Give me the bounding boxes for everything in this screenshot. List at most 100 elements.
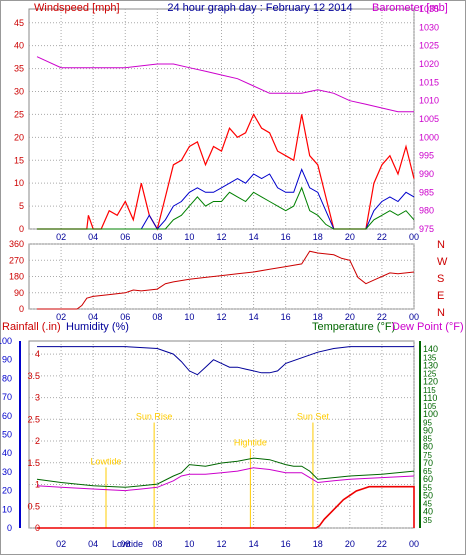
windspeed-tick-label: 45 [14,18,24,28]
rainfall-tick-label: 1.5 [27,458,40,468]
barometer-tick-label: 975 [419,224,434,234]
direction-tick-label: 180 [9,272,24,282]
barometer-tick-label: 1005 [419,114,439,124]
humidity-tick-label: 70 [2,392,12,402]
windspeed-tick-label: 5 [19,201,24,211]
humidity-tick-label: 90 [2,355,12,365]
rain-series-line [37,485,415,529]
humidity-tick-label: 60 [2,411,12,421]
x-tick-label: 08 [152,539,162,549]
series-layer [36,56,415,529]
windspeed-tick-label: 10 [14,178,24,188]
x-tick-label: 02 [56,539,66,549]
x-tick-label: 20 [345,312,355,322]
direction-tick-label: 90 [14,288,24,298]
event-label: Sun Set [297,412,330,422]
temperature-tick-label: 40 [423,507,433,517]
x-tick-label: 10 [184,539,194,549]
x-tick-label: 20 [345,539,355,549]
x-tick-label: 00 [409,232,419,242]
windspeed-tick-label: 25 [14,109,24,119]
humidity-tick-label: 30 [2,467,12,477]
temperature-minor-tick-label: 105 [423,402,437,411]
hum-series-line [37,346,414,376]
x-tick-label: 16 [281,312,291,322]
x-tick-label: 00 [409,312,419,322]
temperature-minor-tick-label: 45 [423,500,432,509]
dew-series-line [36,467,415,492]
temp-series-line [36,457,415,488]
x-tick-label: 18 [313,232,323,242]
x-tick-label: 14 [249,232,259,242]
x-tick-label: 18 [313,539,323,549]
rainfall-tick-label: 4 [35,349,40,359]
compass-label: W [437,256,448,268]
barometer-tick-label: 1030 [419,22,439,32]
barometer-axis-label: Barometer [mb] [372,2,448,14]
green-series-line [37,186,415,230]
direction-tick-label: 0 [19,304,24,314]
humidity-tick-label: 50 [2,430,12,440]
windspeed-tick-label: 30 [14,87,24,97]
event-label: Sun Rise [136,412,173,422]
temperature-tick-label: 60 [423,474,433,484]
temperature-tick-label: 110 [423,393,437,403]
event-label: Lowtide [90,456,121,466]
direction-tick-label: 270 [9,255,24,265]
x-tick-label: 16 [281,539,291,549]
x-tick-label: 10 [184,312,194,322]
temperature-minor-tick-label: 75 [423,451,432,460]
temperature-minor-tick-label: 95 [423,418,432,427]
label-layer: 0510152025303540459759809859909951000100… [0,4,448,549]
x-tick-label: 04 [88,312,98,322]
x-tick-label: 04 [88,539,98,549]
rainfall-tick-label: 0.5 [27,501,40,511]
x-tick-label: 04 [88,232,98,242]
rainfall-tick-label: 2 [35,436,40,446]
x-tick-label: 02 [56,232,66,242]
humidity-axis-label: Humidity (%) [66,321,129,333]
rainfall-tick-label: 3 [35,393,40,403]
temperature-minor-tick-label: 85 [423,435,432,444]
x-tick-label: 20 [345,232,355,242]
x-tick-label: 12 [216,232,226,242]
barometer-tick-label: 985 [419,187,434,197]
windspeed-tick-label: 40 [14,41,24,51]
temperature-tick-label: 140 [423,344,438,354]
windspeed-axis-label: Windspeed [mph] [34,2,120,14]
x-tick-label: 14 [249,312,259,322]
barometer-tick-label: 1015 [419,77,439,87]
temperature-minor-tick-label: 55 [423,483,432,492]
rainfall-axis-label: Rainfall (.in) [2,321,61,333]
humidity-tick-label: 0 [7,523,12,533]
baro-series-line [36,56,414,113]
temperature-minor-tick-label: 115 [423,386,436,395]
avg-series-line [37,168,415,230]
x-tick-label: 06 [120,312,130,322]
chart-title: 24 hour graph day : February 12 2014 [167,2,352,14]
x-tick-label: 22 [377,232,387,242]
x-tick-label: 06 [120,232,130,242]
x-tick-label: 18 [313,312,323,322]
barometer-tick-label: 1010 [419,96,439,106]
temperature-minor-tick-label: 65 [423,467,432,476]
barometer-tick-label: 1000 [419,132,439,142]
x-tick-label: 12 [216,312,226,322]
humidity-tick-label: 80 [2,373,12,383]
rainfall-tick-label: 3.5 [27,371,40,381]
rainfall-tick-label: 0 [35,523,40,533]
dewpoint-axis-label: Dew Point (°F) [392,321,464,333]
barometer-tick-label: 1025 [419,41,439,51]
compass-label: E [437,290,444,302]
x-tick-label: 22 [377,539,387,549]
barometer-tick-label: 995 [419,151,434,161]
temperature-tick-label: 130 [423,360,438,370]
windspeed-tick-label: 20 [14,132,24,142]
x-tick-label: 14 [249,539,259,549]
x-tick-label: 16 [281,232,291,242]
wind-direction-line [37,250,415,310]
compass-label: N [437,239,445,251]
event-label: Hightide [234,438,267,448]
